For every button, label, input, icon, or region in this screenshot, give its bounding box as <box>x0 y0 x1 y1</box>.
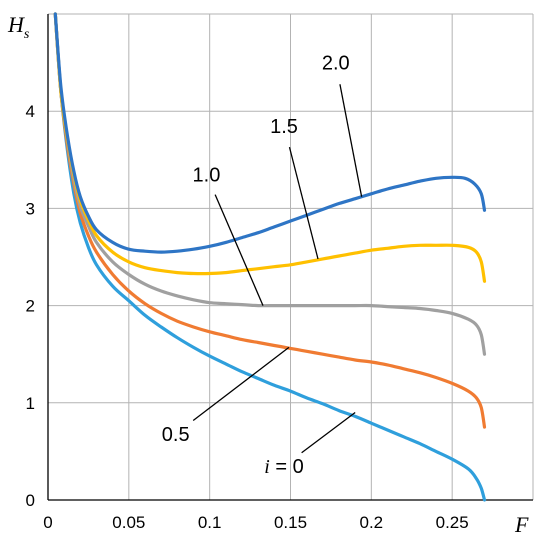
y-tick-label: 1 <box>26 394 35 413</box>
annotation-label: 0.5 <box>162 424 190 446</box>
labels: 0 0.05 0.1 0.15 0.2 0.25 0 1 2 3 4 Hs F 2.0 1.5 1.0 0.5 i… <box>7 12 529 537</box>
annotation-leader-line <box>339 84 363 197</box>
series-line-1-0 <box>53 12 487 356</box>
y-tick-label: 2 <box>26 297 35 316</box>
y-axis-title-subscript: s <box>24 27 30 42</box>
annotation-label: i = 0 <box>264 456 303 478</box>
x-tick-label: 0.1 <box>198 513 222 532</box>
series-line-2-0 <box>53 12 487 254</box>
x-axis-title: F <box>514 512 529 537</box>
annotation-leader-line <box>301 412 356 454</box>
x-tick-label: 0.05 <box>112 513 145 532</box>
annotation-leader-line <box>192 346 290 422</box>
annotation-label: 1.0 <box>193 164 221 186</box>
y-tick-label: 0 <box>26 491 35 510</box>
y-tick-label: 4 <box>26 102 35 121</box>
annotation-label: 1.5 <box>270 116 298 138</box>
x-tick-label: 0 <box>43 513 52 532</box>
y-axis-title: Hs <box>7 12 30 42</box>
series-line-i0 <box>53 12 487 502</box>
series-line-1-5 <box>53 12 487 283</box>
x-tick-label: 0.15 <box>274 513 307 532</box>
x-tick-label: 0.2 <box>360 513 384 532</box>
annotation-leader-line <box>214 194 264 306</box>
series-line-0-5 <box>53 12 487 429</box>
y-tick-label: 3 <box>26 199 35 218</box>
axes <box>47 14 533 501</box>
annotation-leader-line <box>288 146 319 260</box>
annotation-label: 2.0 <box>322 53 350 75</box>
grid <box>48 13 534 500</box>
annotation-leaders <box>192 84 363 454</box>
x-tick-label: 0.25 <box>436 513 469 532</box>
series-group <box>53 12 487 502</box>
